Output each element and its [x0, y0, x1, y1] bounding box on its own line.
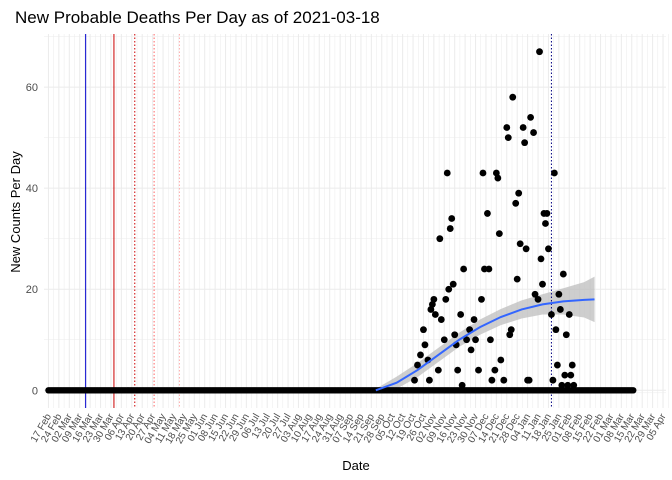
data-point [485, 265, 493, 273]
y-tick-label: 20 [26, 284, 38, 296]
data-point [568, 361, 576, 369]
data-point [516, 240, 524, 248]
reference-lines-layer [85, 34, 552, 408]
data-point [537, 255, 545, 263]
data-point [440, 336, 448, 344]
data-point [437, 316, 445, 323]
data-point [567, 371, 575, 379]
data-point [484, 210, 491, 217]
y-tick-label: 60 [26, 82, 38, 94]
data-point [495, 230, 503, 238]
data-point [451, 331, 459, 339]
data-point [430, 295, 438, 303]
data-point [448, 215, 456, 222]
data-point [472, 336, 479, 344]
data-point [539, 280, 546, 288]
data-point [467, 346, 475, 354]
data-point [543, 210, 551, 217]
data-point [445, 285, 453, 293]
data-point [421, 341, 429, 349]
data-point [550, 169, 558, 177]
data-point [454, 366, 462, 374]
data-point [491, 366, 499, 374]
data-point [553, 361, 561, 369]
data-point [562, 331, 570, 339]
y-tick-label: 0 [32, 385, 38, 397]
data-point [527, 113, 534, 121]
grid-layer [44, 34, 669, 408]
data-point [497, 356, 505, 364]
data-point [504, 134, 512, 142]
data-point [530, 129, 537, 136]
chart-title: New Probable Deaths Per Day as of 2021-0… [15, 8, 380, 27]
data-point [536, 48, 543, 56]
data-point [414, 361, 421, 369]
data-point [434, 366, 442, 374]
data-point [521, 139, 529, 147]
data-point [525, 376, 533, 384]
data-point [570, 381, 578, 389]
y-tick-label: 40 [26, 183, 38, 195]
data-point [417, 351, 424, 359]
trend-line [375, 298, 595, 392]
data-point [545, 245, 552, 253]
data-point [555, 290, 563, 298]
x-axis-label: Date [342, 458, 369, 473]
data-point [515, 189, 523, 197]
data-point [449, 280, 457, 288]
points-layer [411, 48, 578, 389]
trend-line-layer [375, 298, 595, 392]
data-point [548, 311, 555, 318]
data-point [509, 93, 517, 101]
data-point [561, 371, 569, 379]
data-point [564, 381, 572, 389]
data-point [457, 311, 465, 318]
data-point [443, 169, 451, 177]
data-point [463, 336, 471, 344]
zero-points-layer [45, 387, 637, 394]
data-point [436, 235, 444, 243]
data-point [478, 295, 485, 303]
data-point [512, 199, 520, 207]
data-point [559, 270, 567, 278]
zero-point [630, 387, 637, 394]
data-point [446, 225, 454, 232]
data-point [549, 376, 557, 384]
y-tick-labels: 0 20 40 60 [26, 82, 38, 397]
data-point [411, 376, 418, 384]
data-point [558, 381, 566, 389]
data-point [565, 311, 573, 318]
data-point [420, 326, 427, 334]
data-point [442, 295, 450, 303]
data-point [534, 295, 542, 303]
data-point [479, 169, 487, 177]
data-point [531, 290, 539, 298]
data-point [426, 376, 433, 384]
data-point [494, 174, 502, 182]
data-point [556, 306, 564, 313]
data-point [475, 366, 482, 374]
data-point [487, 336, 494, 344]
data-point [488, 376, 496, 384]
data-point [470, 316, 478, 323]
data-point [552, 326, 560, 334]
data-point [513, 275, 521, 283]
y-axis-label: New Counts Per Day [8, 151, 23, 273]
data-point [507, 326, 515, 334]
data-point [519, 124, 527, 131]
data-point [460, 265, 468, 273]
data-point [503, 124, 511, 131]
data-point [431, 311, 439, 318]
data-point [522, 245, 530, 253]
data-point [500, 376, 508, 384]
data-point [458, 381, 466, 389]
data-point [542, 220, 549, 227]
